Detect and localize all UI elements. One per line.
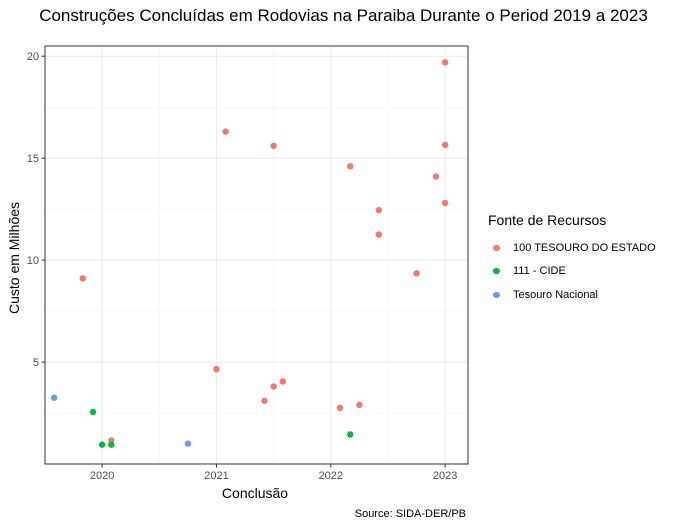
data-point <box>413 270 420 277</box>
legend-label: 100 TESOURO DO ESTADO <box>513 241 656 254</box>
data-point <box>270 142 277 150</box>
legend-item-cide: 111 - CIDE <box>488 260 656 284</box>
data-points <box>50 59 449 448</box>
legend-title: Fonte de Recursos <box>488 212 607 228</box>
source-caption: Source: SIDA-DER/PB <box>354 508 466 520</box>
legend: Fonte de Recursos 100 TESOURO DO ESTADO … <box>488 212 656 307</box>
y-tick-label: 5 <box>33 357 39 369</box>
y-axis-label: Custo em Milhões <box>6 202 22 314</box>
data-point <box>50 394 58 401</box>
data-point <box>347 431 354 438</box>
chart-title: Construções Concluídas em Rodovias na Pa… <box>39 6 648 25</box>
axes: 2020 2021 2022 2023 5 10 15 20 <box>27 51 458 482</box>
legend-dot <box>493 268 500 275</box>
data-point <box>184 440 192 447</box>
y-tick-label: 10 <box>27 255 39 267</box>
data-point <box>213 365 220 373</box>
legend-item-tesouro-estado: 100 TESOURO DO ESTADO <box>488 236 656 260</box>
x-tick-label: 2023 <box>433 470 457 482</box>
data-point <box>432 173 440 180</box>
legend-label: 111 - CIDE <box>513 265 566 278</box>
y-tick-label: 15 <box>27 153 39 165</box>
legend-dot <box>493 291 500 298</box>
x-tick-label: 2020 <box>90 470 114 482</box>
data-point <box>375 231 383 238</box>
x-tick-label: 2022 <box>319 470 343 482</box>
x-axis-label: Conclusão <box>222 485 288 501</box>
data-point <box>270 383 277 390</box>
data-point <box>356 401 363 409</box>
data-point <box>261 397 268 404</box>
data-point <box>441 199 449 207</box>
data-point <box>375 206 383 214</box>
plot-border <box>44 45 469 465</box>
data-point <box>79 275 86 282</box>
plot-panel <box>44 45 469 465</box>
data-point <box>279 378 286 385</box>
legend-dot <box>493 244 500 251</box>
data-point <box>89 408 97 416</box>
data-point <box>441 141 449 149</box>
legend-item-tesouro-nacional: Tesouro Nacional <box>488 283 656 307</box>
plot-background <box>45 46 468 464</box>
x-tick-label: 2021 <box>204 470 228 482</box>
legend-label: Tesouro Nacional <box>513 288 598 301</box>
data-point <box>347 163 354 170</box>
y-tick-label: 20 <box>27 51 39 63</box>
data-point <box>108 441 115 448</box>
data-point <box>98 441 106 448</box>
data-point <box>336 404 344 412</box>
data-point <box>441 59 449 66</box>
data-point <box>222 128 229 135</box>
